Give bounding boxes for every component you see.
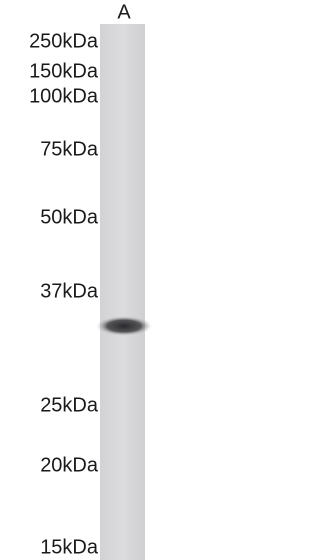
marker-label: 75kDa [40,138,99,160]
marker-label: 20kDa [40,454,99,476]
background [0,0,198,560]
marker-label: 50kDa [40,206,99,228]
blot-lane [100,24,145,560]
protein-band [96,316,152,336]
marker-label: 150kDa [29,60,99,82]
marker-label: 37kDa [40,280,99,302]
marker-label: 100kDa [29,85,99,107]
lane-label: A [117,1,131,23]
blot-figure: A 250kDa 150kDa 100kDa 75kDa 50kDa 37kDa… [0,0,198,560]
marker-label: 250kDa [29,30,99,52]
marker-label: 15kDa [40,536,99,558]
marker-label: 25kDa [40,394,99,416]
